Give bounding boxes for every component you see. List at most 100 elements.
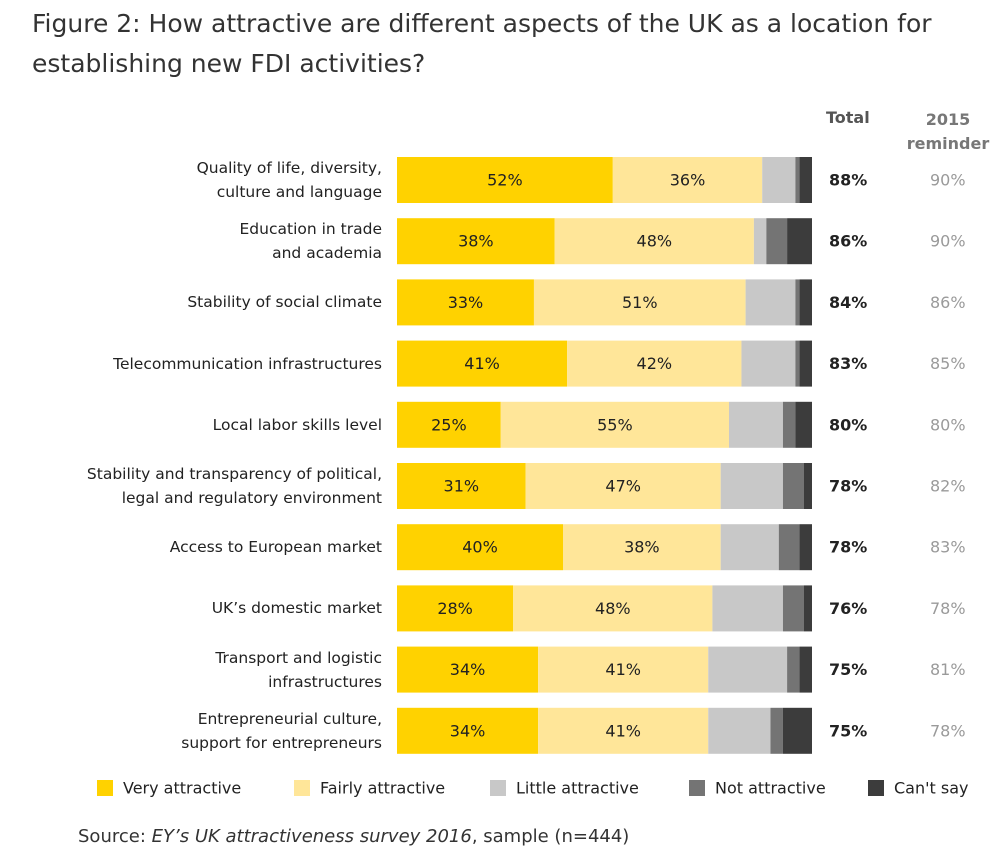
- bar-segment: [795, 340, 800, 387]
- bar-segment: [741, 340, 796, 387]
- data-label: 34%: [450, 660, 486, 679]
- legend-label: Not attractive: [715, 779, 826, 798]
- category-label: Education in trade and academia: [239, 220, 382, 263]
- bar-segment: [787, 646, 800, 693]
- source-detail: , sample (n=444): [471, 826, 630, 847]
- reminder-label: 83%: [930, 538, 966, 557]
- total-label: 76%: [829, 599, 867, 618]
- bar-segment: [708, 707, 771, 754]
- bar-segment: [795, 279, 800, 326]
- bar-segment: [397, 218, 555, 265]
- data-label: 40%: [462, 538, 498, 557]
- bar-segment: [753, 218, 767, 265]
- data-label: 41%: [464, 354, 500, 373]
- bar-segment: [799, 279, 812, 326]
- category-label: Access to European market: [169, 538, 382, 557]
- bar-segment: [563, 524, 721, 571]
- bar-segment: [803, 463, 812, 509]
- total-label: 84%: [829, 293, 867, 312]
- bar-segment: [397, 401, 501, 448]
- legend-label: Fairly attractive: [320, 779, 445, 798]
- data-label: 52%: [487, 171, 523, 190]
- data-label: 34%: [450, 721, 486, 740]
- bar-segment: [778, 524, 800, 571]
- data-label: 38%: [458, 232, 494, 251]
- bar-segment: [762, 157, 796, 203]
- legend-swatch: [97, 780, 113, 796]
- category-label: Stability and transparency of political,…: [86, 465, 382, 507]
- legend-swatch: [294, 780, 310, 796]
- bar-segment: [397, 463, 526, 509]
- data-label: 48%: [637, 232, 673, 251]
- data-label: 36%: [670, 171, 706, 190]
- legend-swatch: [689, 780, 705, 796]
- category-label: Telecommunication infrastructures: [113, 354, 382, 373]
- bar-segment: [397, 585, 514, 632]
- bar-segment: [513, 585, 713, 632]
- total-label: 80%: [829, 415, 867, 434]
- bar-segment: [766, 218, 788, 265]
- bar-segment: [567, 340, 742, 387]
- reminder-label: 78%: [930, 599, 966, 618]
- category-label: Transport and logistic infrastructures: [215, 648, 382, 691]
- data-label: 33%: [448, 293, 484, 312]
- data-label: 55%: [597, 415, 633, 434]
- data-label: 51%: [622, 293, 658, 312]
- total-label: 86%: [829, 232, 867, 251]
- reminder-header: 2015 reminder: [906, 110, 990, 153]
- data-label: 28%: [437, 599, 473, 618]
- bar-segment: [745, 279, 796, 326]
- total-label: 75%: [829, 660, 867, 679]
- data-label: 42%: [637, 354, 673, 373]
- source: Source: EY’s UK attractiveness survey 20…: [78, 826, 629, 847]
- bar-segment: [782, 707, 812, 754]
- data-label: 47%: [605, 477, 641, 496]
- data-label: 25%: [431, 415, 467, 434]
- bar-segment: [397, 157, 613, 203]
- category-label: Entrepreneurial culture, support for ent…: [181, 709, 382, 752]
- bar-segment: [708, 646, 788, 693]
- legend-label: Can't say: [894, 779, 968, 798]
- bar-segment: [500, 401, 729, 448]
- total-label: 83%: [829, 354, 867, 373]
- total-label: 78%: [829, 538, 867, 557]
- source-label: Source:: [78, 826, 146, 847]
- reminder-label: 78%: [930, 721, 966, 740]
- bar-segment: [720, 524, 779, 571]
- legend-swatch: [490, 780, 506, 796]
- bar-segment: [397, 279, 534, 326]
- bar-segment: [554, 218, 754, 265]
- bar-segment: [799, 157, 812, 203]
- bar-segment: [397, 524, 563, 571]
- bar-segment: [787, 218, 812, 265]
- total-label: 78%: [829, 477, 867, 496]
- reminder-label: 90%: [930, 232, 966, 251]
- bar-segment: [799, 646, 812, 693]
- bar-segment: [525, 463, 721, 509]
- category-label: Local labor skills level: [212, 415, 382, 434]
- bar-segment: [782, 585, 804, 632]
- reminder-label: 80%: [930, 415, 966, 434]
- bar-segment: [782, 401, 796, 448]
- data-label: 41%: [605, 721, 641, 740]
- category-label: Stability of social climate: [187, 293, 382, 312]
- bar-segment: [782, 463, 804, 509]
- reminder-label: 85%: [930, 354, 966, 373]
- category-label: Quality of life, diversity, culture and …: [196, 159, 382, 201]
- total-header: Total: [826, 108, 870, 127]
- bar-segment: [612, 157, 763, 203]
- reminder-label: 82%: [930, 477, 966, 496]
- bar-segment: [538, 707, 709, 754]
- bar-segment: [799, 340, 812, 387]
- reminder-label: 81%: [930, 660, 966, 679]
- data-label: 31%: [444, 477, 480, 496]
- bar-segment: [397, 340, 568, 387]
- bar-segment: [538, 646, 709, 693]
- reminder-label: 86%: [930, 293, 966, 312]
- bar-segment: [533, 279, 746, 326]
- reminder-label: 90%: [930, 171, 966, 190]
- data-label: 41%: [605, 660, 641, 679]
- total-label: 88%: [829, 171, 867, 190]
- legend-swatch: [868, 780, 884, 796]
